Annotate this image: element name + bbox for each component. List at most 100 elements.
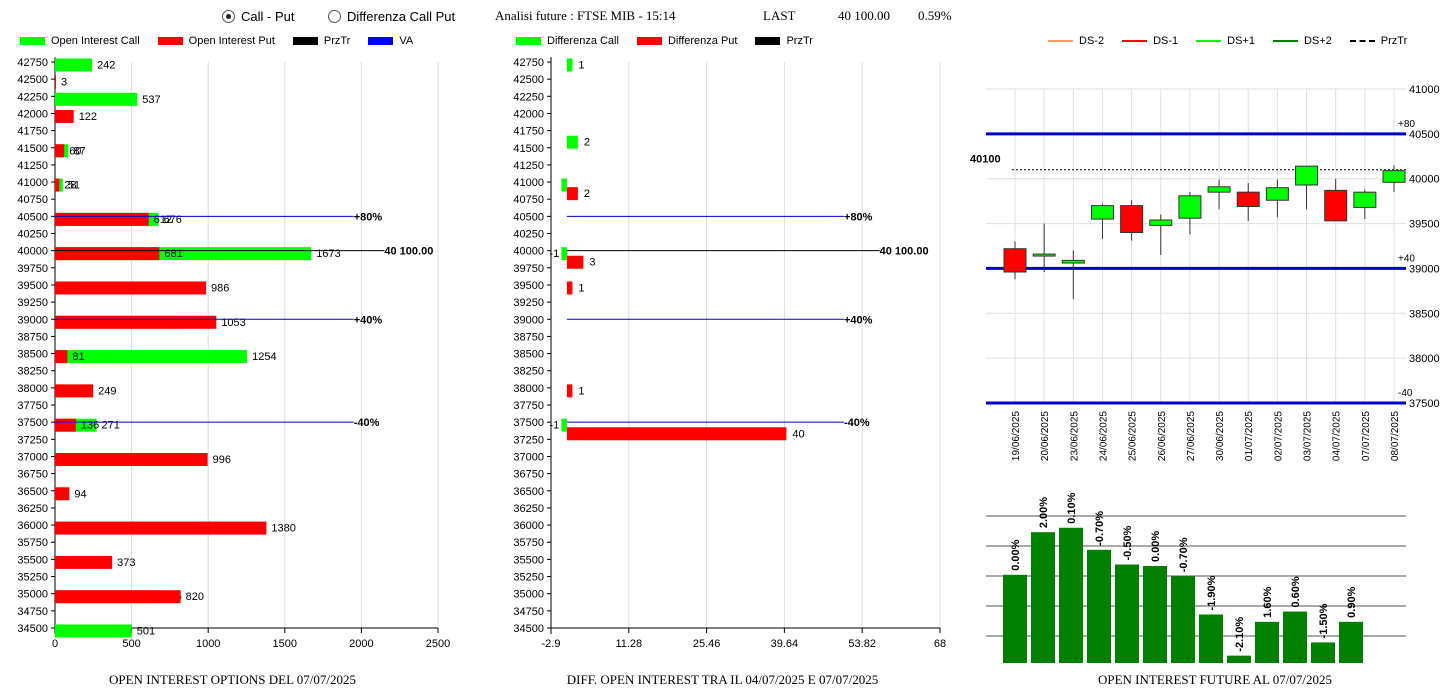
title-left: OPEN INTEREST OPTIONS DEL 07/07/2025	[109, 672, 356, 687]
left-put-bar-label: 94	[74, 488, 86, 500]
legend-item-ds+1: DS+1	[1196, 35, 1255, 47]
left-y-tick-label: 41000	[17, 177, 48, 189]
candle-y-tick-label: 40500	[1409, 129, 1440, 141]
left-ref-label: +80%	[354, 211, 383, 223]
left-put-bar	[55, 178, 60, 192]
mid-y-tick-label: 35000	[513, 589, 544, 601]
last-value: 40 100.00	[838, 8, 890, 23]
left-call-bar-label: 1673	[316, 248, 340, 260]
mid-y-tick-label: 40000	[513, 246, 544, 258]
left-ref-label: 40 100.00	[384, 246, 433, 258]
last-percent: 0.59%	[918, 8, 952, 23]
bottom-bar-label: -0.50%	[1122, 525, 1134, 560]
left-call-bar	[55, 58, 93, 72]
mid-y-tick-label: 37750	[513, 400, 544, 412]
candle-body	[1353, 191, 1377, 208]
left-call-bar-label: 51	[68, 180, 80, 192]
bottom-bar-label: 2.00%	[1038, 497, 1050, 528]
radio-call-put[interactable]: Call - Put	[222, 9, 294, 24]
left-y-tick-label: 39750	[17, 263, 48, 275]
candle-band-label: +40	[1398, 253, 1415, 264]
left-y-tick-label: 37000	[17, 451, 48, 463]
mid-y-tick-label: 38250	[513, 366, 544, 378]
candle-y-tick-label: 37500	[1409, 398, 1440, 410]
mid-y-tick-label: 42250	[513, 91, 544, 103]
mid-y-tick-label: 42500	[513, 74, 544, 86]
bottom-bar-label: -1.90%	[1206, 575, 1218, 610]
left-put-bar-label: 373	[117, 557, 135, 569]
left-call-bar-label: 1254	[252, 351, 276, 363]
legend-item-prztr: PrzTr	[292, 35, 350, 47]
candle-body	[1003, 248, 1027, 273]
radio-selected-icon	[222, 10, 235, 23]
bottom-bar	[1283, 611, 1307, 663]
mid-diff-put-bar	[566, 255, 584, 269]
candle-y-tick-label: 38000	[1409, 353, 1440, 365]
left-put-bar	[55, 384, 94, 398]
candle-body	[1120, 205, 1144, 234]
left-put-bar-label: 60	[69, 145, 81, 157]
bottom-bar	[1115, 564, 1139, 663]
mid-y-tick-label: 34750	[513, 606, 544, 618]
radio-differenza[interactable]: Differenza Call Put	[328, 9, 455, 24]
bottom-bar	[1059, 527, 1083, 663]
left-y-tick-label: 35750	[17, 537, 48, 549]
left-y-tick-label: 34750	[17, 606, 48, 618]
bottom-bar	[1031, 532, 1055, 663]
left-call-bar-label: 501	[137, 626, 155, 638]
mid-y-tick-label: 39000	[513, 314, 544, 326]
left-y-tick-label: 38000	[17, 383, 48, 395]
title-mid: DIFF. OPEN INTEREST TRA IL 04/07/2025 E …	[566, 672, 879, 687]
left-ref-label: -40%	[354, 417, 380, 429]
left-put-bar	[55, 521, 267, 535]
mid-bar-label: -1	[549, 420, 559, 432]
left-y-tick-label: 39000	[17, 314, 48, 326]
left-y-tick-label: 42500	[17, 74, 48, 86]
bottom-bar	[1171, 576, 1195, 663]
mid-y-tick-label: 37250	[513, 434, 544, 446]
legend-mid: Differenza Call Differenza Put PrzTr	[516, 35, 831, 47]
left-put-bar	[55, 75, 56, 89]
left-y-tick-label: 36500	[17, 486, 48, 498]
mid-y-tick-label: 39750	[513, 263, 544, 275]
candle-date-label: 08/07/2025	[1390, 411, 1401, 461]
candle-date-label: 04/07/2025	[1332, 411, 1343, 461]
mid-diff-call-bar	[561, 247, 567, 261]
legend-left: Open Interest Call Open Interest Put Prz…	[20, 35, 431, 47]
left-put-bar-label: 820	[186, 591, 204, 603]
bottom-bar	[1003, 574, 1027, 663]
radio-differenza-label: Differenza Call Put	[347, 9, 456, 24]
candle-band-label: +80	[1398, 119, 1415, 130]
left-y-tick-label: 42750	[17, 57, 48, 69]
candle-y-tick-label: 39500	[1409, 219, 1440, 231]
left-y-tick-label: 40750	[17, 194, 48, 206]
mid-y-tick-label: 38750	[513, 331, 544, 343]
candle-body	[1324, 189, 1348, 222]
candle-date-label: 24/06/2025	[1098, 411, 1109, 461]
mid-bar-label: 1	[578, 60, 584, 72]
left-call-bar	[55, 624, 132, 638]
mid-y-tick-label: 35500	[513, 554, 544, 566]
candle-date-label: 25/06/2025	[1128, 411, 1139, 461]
candle-date-label: 07/07/2025	[1361, 411, 1372, 461]
mid-y-tick-label: 37000	[513, 451, 544, 463]
mid-diff-call-bar	[566, 135, 578, 149]
left-call-bar-label: 271	[102, 420, 120, 432]
mid-diff-put-bar	[566, 281, 573, 295]
left-put-bar-label: 81	[72, 351, 84, 363]
mid-y-tick-label: 39250	[513, 297, 544, 309]
mid-bar-label: 1	[578, 385, 584, 397]
left-x-tick-label: 2000	[349, 638, 373, 650]
left-put-bar-label: 1380	[271, 523, 295, 535]
left-ref-label: +40%	[354, 314, 383, 326]
radio-unselected-icon	[328, 10, 341, 23]
mid-y-tick-label: 42750	[513, 57, 544, 69]
left-put-bar	[55, 315, 217, 329]
candle-body	[1178, 195, 1202, 219]
left-y-tick-label: 35500	[17, 554, 48, 566]
future-info: Analisi future : FTSE MIB - 15:14	[495, 8, 676, 23]
mid-x-tick-label: 53.82	[848, 638, 876, 650]
mid-y-tick-label: 36500	[513, 486, 544, 498]
bottom-bar	[1311, 642, 1335, 663]
mid-ref-label: +40%	[844, 314, 873, 326]
